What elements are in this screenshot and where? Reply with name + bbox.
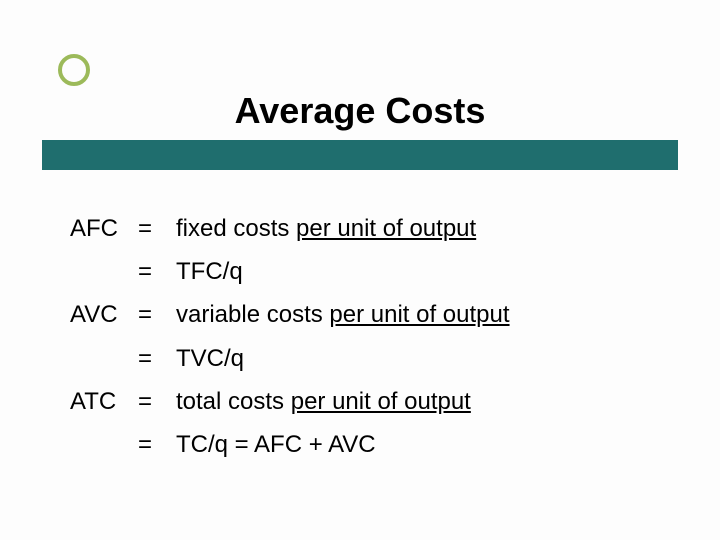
definitions-table: AFC = fixed costs per unit of output = T… (70, 210, 518, 469)
desc-plain: TFC/q (176, 258, 243, 285)
term-cell (70, 253, 138, 296)
equals-cell: = (138, 210, 176, 253)
desc-cell: TVC/q (176, 340, 518, 383)
equals-cell: = (138, 383, 176, 426)
term-cell: ATC (70, 383, 138, 426)
equals-cell: = (138, 340, 176, 383)
table-row: = TC/q = AFC + AVC (70, 426, 518, 469)
desc-cell: TFC/q (176, 253, 518, 296)
title-bar (42, 140, 678, 170)
term-cell: AVC (70, 296, 138, 339)
definitions: AFC = fixed costs per unit of output = T… (70, 210, 518, 469)
desc-cell: variable costs per unit of output (176, 296, 518, 339)
table-row: = TFC/q (70, 253, 518, 296)
desc-underline: per unit of output (329, 301, 509, 328)
desc-underline: per unit of output (291, 388, 471, 415)
slide-title: Average Costs (0, 90, 720, 142)
title-wrap: Average Costs (0, 90, 720, 142)
bullet-ring-icon (58, 54, 90, 86)
table-row: = TVC/q (70, 340, 518, 383)
desc-cell: total costs per unit of output (176, 383, 518, 426)
desc-cell: fixed costs per unit of output (176, 210, 518, 253)
table-row: AVC = variable costs per unit of output (70, 296, 518, 339)
desc-plain: fixed costs (176, 215, 296, 242)
term-cell (70, 340, 138, 383)
slide: Average Costs AFC = fixed costs per unit… (0, 0, 720, 540)
desc-plain: TVC/q (176, 345, 244, 372)
table-row: ATC = total costs per unit of output (70, 383, 518, 426)
desc-cell: TC/q = AFC + AVC (176, 426, 518, 469)
term-cell (70, 426, 138, 469)
desc-plain: total costs (176, 388, 291, 415)
desc-plain: TC/q = AFC + AVC (176, 431, 376, 458)
equals-cell: = (138, 253, 176, 296)
table-row: AFC = fixed costs per unit of output (70, 210, 518, 253)
desc-plain: variable costs (176, 301, 329, 328)
equals-cell: = (138, 426, 176, 469)
term-cell: AFC (70, 210, 138, 253)
desc-underline: per unit of output (296, 215, 476, 242)
equals-cell: = (138, 296, 176, 339)
